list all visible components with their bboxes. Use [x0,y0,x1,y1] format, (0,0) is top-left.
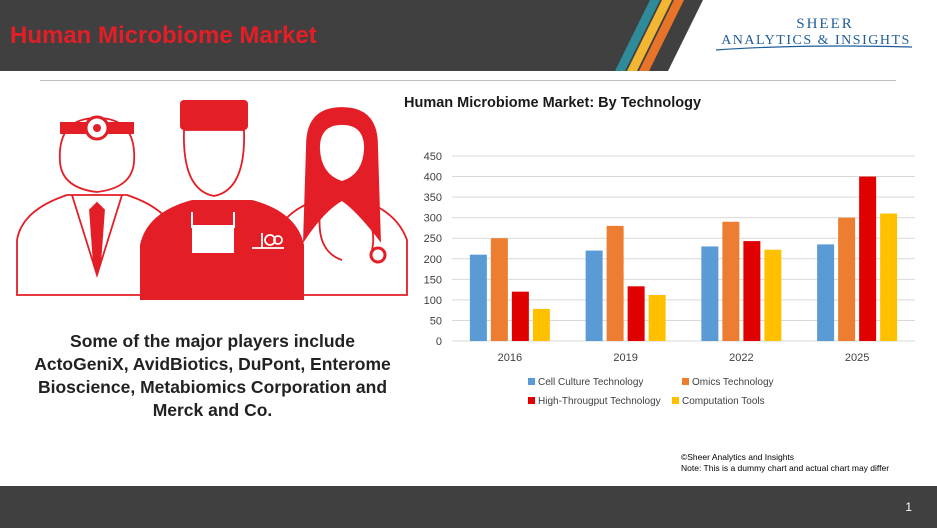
bar-chart: 0 50 100 150 200 250 300 350 400 450 2016 2019 2022 2… [424,151,915,407]
y-tick-label: 400 [424,172,442,184]
bar [817,244,835,341]
legend-swatch [528,378,535,385]
bar [648,294,666,341]
logo-background [668,0,937,71]
bar [838,217,856,341]
legend-label: Computation Tools [682,396,765,407]
y-tick-label: 450 [424,151,442,163]
stethoscope-icon [369,246,387,264]
legend-label: High-Througput Technology [538,396,661,407]
footnote-copyright: ©Sheer Analytics and Insights [681,452,795,462]
page-number: 1 [905,500,912,514]
bar [701,246,719,341]
major-players-text: Some of the major players include ActoGe… [34,331,391,420]
divider-line [40,80,896,81]
x-tick-label: 2019 [613,352,637,364]
x-tick-label: 2016 [498,352,522,364]
y-tick-label: 50 [430,315,442,327]
y-tick-label: 150 [424,274,442,286]
bar [532,308,550,341]
bar [585,250,603,341]
surgeon-center-icon [140,100,304,300]
bar [722,221,740,341]
doctors-illustration [16,100,408,300]
logo-line-1: SHEER [796,16,854,32]
y-tick-label: 100 [424,295,442,307]
legend-swatch [672,397,679,404]
y-tick-label: 200 [424,254,442,266]
x-tick-label: 2022 [729,352,753,364]
stripe-yellow [627,0,672,71]
bar [511,291,529,341]
x-tick-label: 2025 [845,352,869,364]
stripe-orange [639,0,684,71]
bar [764,249,782,341]
legend-label: Cell Culture Technology [538,377,643,388]
bar [743,241,761,341]
bar [490,238,508,341]
doctor-right-icon [273,107,408,296]
bar [859,176,877,341]
y-tick-label: 0 [436,336,442,348]
legend-swatch [682,378,689,385]
bar [627,286,645,341]
bar [606,225,624,341]
logo-line-2: ANALYTICS & INSIGHTS [721,33,911,48]
legend-label: Omics Technology [692,377,774,388]
footnote-disclaimer: Note: This is a dummy chart and actual c… [681,463,890,473]
bar [880,213,898,341]
head-mirror-center [93,124,101,132]
legend-swatch [528,397,535,404]
stripe-teal [615,0,660,71]
logo-swoosh [715,45,913,51]
y-tick-label: 350 [424,192,442,204]
slide-title: Human Microbiome Market [10,22,317,49]
footer-bar: 1 [0,486,937,528]
chart-title: Human Microbiome Market: By Technology [404,95,702,111]
bar [469,254,487,341]
logo-panel [615,0,937,71]
footnote: ©Sheer Analytics and Insights Note: This… [681,452,889,474]
y-tick-label: 300 [424,213,442,225]
y-tick-label: 250 [424,233,442,245]
